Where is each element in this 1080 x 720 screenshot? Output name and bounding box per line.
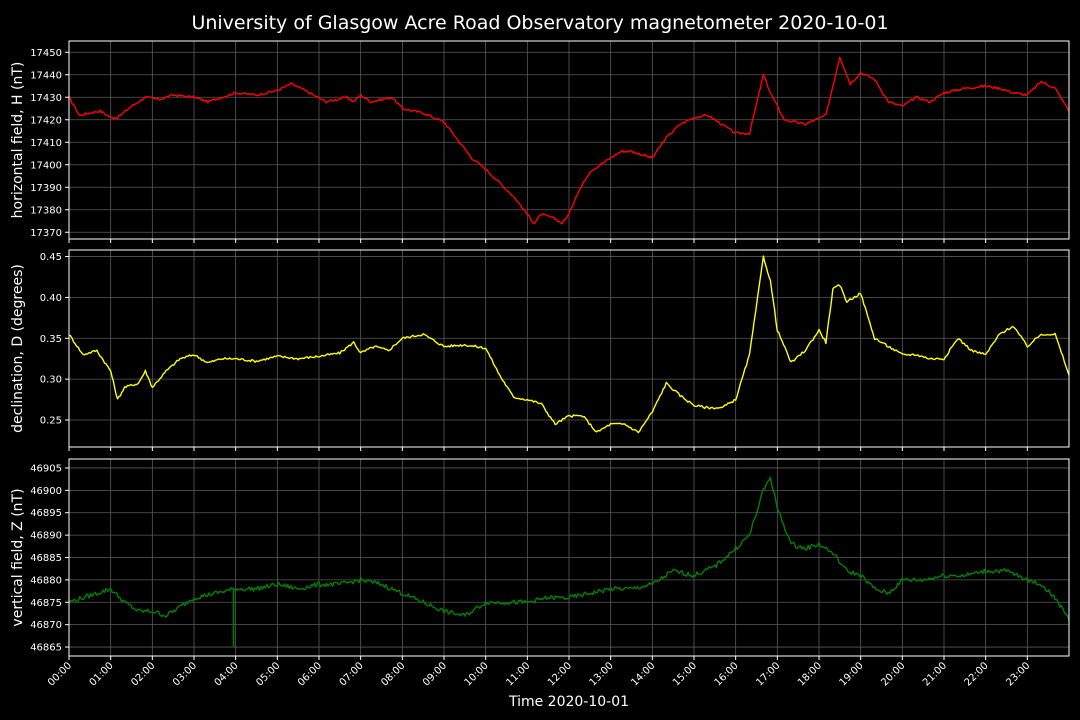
y-tick-label: 0.25 [40, 416, 62, 427]
y-tick-label: 17410 [30, 138, 62, 149]
y-tick-label: 17420 [30, 115, 62, 126]
y-tick-label: 17370 [30, 228, 62, 239]
x-axis-label: Time 2020-10-01 [508, 694, 629, 710]
chart-title: University of Glasgow Acre Road Observat… [191, 12, 888, 34]
y-tick-label: 0.30 [40, 375, 62, 386]
y-tick-label: 46900 [30, 486, 62, 497]
series-line-3 [68, 476, 1070, 621]
series-line-1 [68, 56, 1070, 225]
y-tick-label: 46875 [30, 598, 62, 609]
y-tick-label: 46865 [30, 643, 62, 654]
panel-2: 0.25 0.30 0.35 0.40 0.45 declination, D (degr… [10, 249, 1070, 451]
y-tick-label: 17400 [30, 160, 62, 171]
y-tick-label: 17390 [30, 183, 62, 194]
series-line-2 [68, 255, 1070, 434]
y-tick-label: 46895 [30, 508, 62, 519]
y-tick-label: 17440 [30, 70, 62, 81]
y-tick-label: 0.40 [40, 293, 62, 304]
y-tick-label: 46890 [30, 531, 62, 542]
y-tick-label: 17430 [30, 93, 62, 104]
y-tick-label: 46870 [30, 620, 62, 631]
y-axis-label: vertical field, Z (nT) [10, 488, 26, 626]
y-axis-label: declination, D (degrees) [10, 264, 26, 433]
y-tick-label: 0.45 [40, 252, 62, 263]
panel-3: 46865 46870 46875 46880 46885 46890 46895 46900… [10, 458, 1070, 660]
y-tick-label: 46885 [30, 553, 62, 564]
panel-1: 17370 17380 17390 17400 17410 17420 17430 17440… [10, 40, 1070, 243]
y-tick-label: 46905 [30, 463, 62, 474]
y-tick-label: 17450 [30, 48, 62, 59]
y-tick-label: 46880 [30, 575, 62, 586]
y-axis-label: horizontal field, H (nT) [10, 62, 26, 219]
y-tick-label: 0.35 [40, 334, 62, 345]
y-tick-label: 17380 [30, 205, 62, 216]
